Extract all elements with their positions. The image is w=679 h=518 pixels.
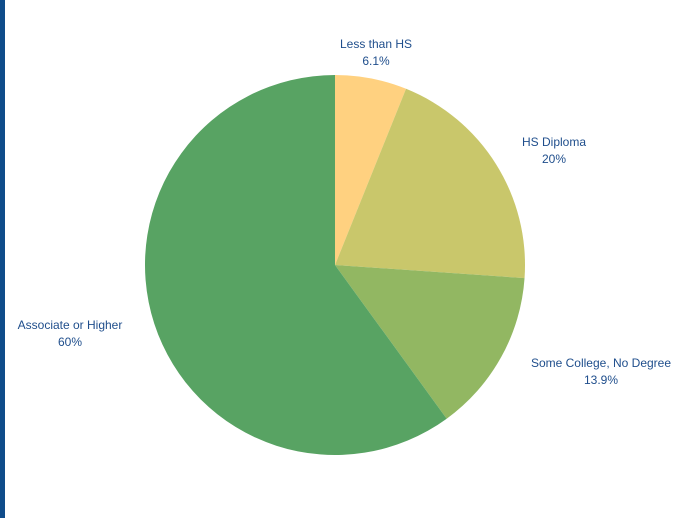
- pie-slice-hs-diploma: [335, 88, 526, 279]
- pie-slice-less-than-hs: [335, 75, 407, 265]
- pie-slice-some-college-no-degree: [335, 265, 525, 419]
- slice-label-hs-diploma: HS Diploma: [522, 135, 586, 149]
- slice-label-some-college-no-degree: Some College, No Degree: [531, 356, 671, 370]
- slice-label-associate-or-higher: Associate or Higher: [18, 318, 123, 332]
- pie-slice-associate-or-higher: [144, 75, 447, 455]
- slice-value-label-associate-or-higher: 60%: [58, 335, 82, 349]
- slice-value-label-less-than-hs: 6.1%: [362, 54, 390, 68]
- left-accent-bar: [0, 0, 5, 518]
- slice-value-label-hs-diploma: 20%: [542, 152, 566, 166]
- slice-label-less-than-hs: Less than HS: [340, 37, 412, 51]
- slice-value-label-some-college-no-degree: 13.9%: [584, 373, 618, 387]
